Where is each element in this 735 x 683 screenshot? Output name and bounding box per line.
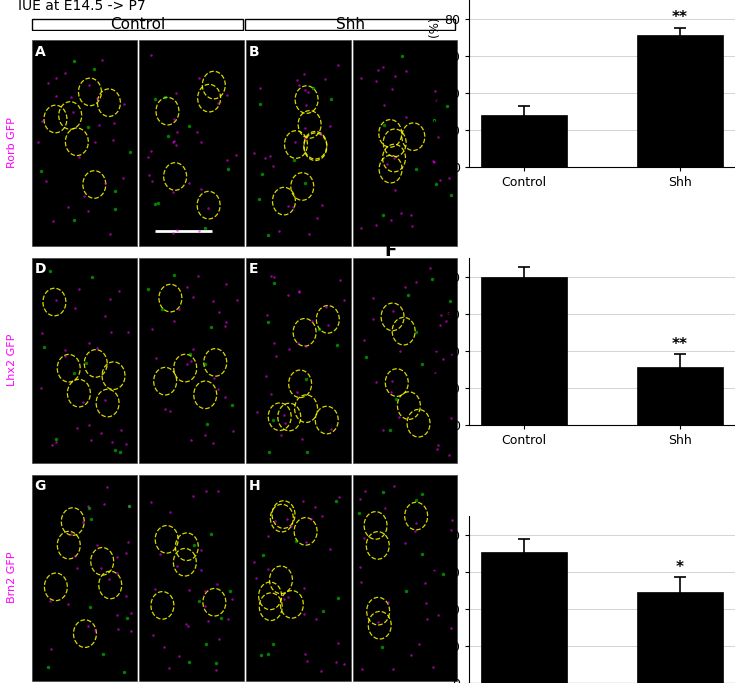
Bar — [637, 35, 723, 167]
Text: **: ** — [672, 10, 688, 25]
Y-axis label: Rorb-positive cells (%): Rorb-positive cells (%) — [429, 17, 442, 150]
Text: *: * — [676, 560, 684, 574]
Text: E: E — [248, 262, 258, 276]
Text: A: A — [35, 44, 46, 59]
Text: F: F — [384, 242, 397, 260]
Text: Brn2 GFP: Brn2 GFP — [7, 551, 17, 602]
Bar — [637, 367, 723, 425]
Text: Control: Control — [110, 16, 165, 31]
Text: H: H — [248, 479, 260, 493]
Y-axis label: Brn2-positive cells (%): Brn2-positive cells (%) — [429, 533, 442, 667]
Bar — [481, 552, 567, 683]
Text: **: ** — [672, 337, 688, 352]
Text: C: C — [384, 0, 398, 1]
Text: Rorb GFP: Rorb GFP — [7, 117, 17, 167]
Text: D: D — [35, 262, 46, 276]
Bar — [481, 115, 567, 167]
Bar — [481, 277, 567, 425]
Bar — [637, 592, 723, 683]
Text: IUE at E14.5 -> P7: IUE at E14.5 -> P7 — [18, 0, 146, 14]
Text: Shh: Shh — [336, 16, 365, 31]
Text: B: B — [248, 44, 259, 59]
Bar — [245, 19, 455, 30]
Y-axis label: Lhx2-positive cells (%): Lhx2-positive cells (%) — [429, 275, 442, 408]
Bar — [32, 19, 243, 30]
Text: I: I — [384, 500, 391, 518]
Text: Lhx2 GFP: Lhx2 GFP — [7, 333, 17, 386]
Text: G: G — [35, 479, 46, 493]
